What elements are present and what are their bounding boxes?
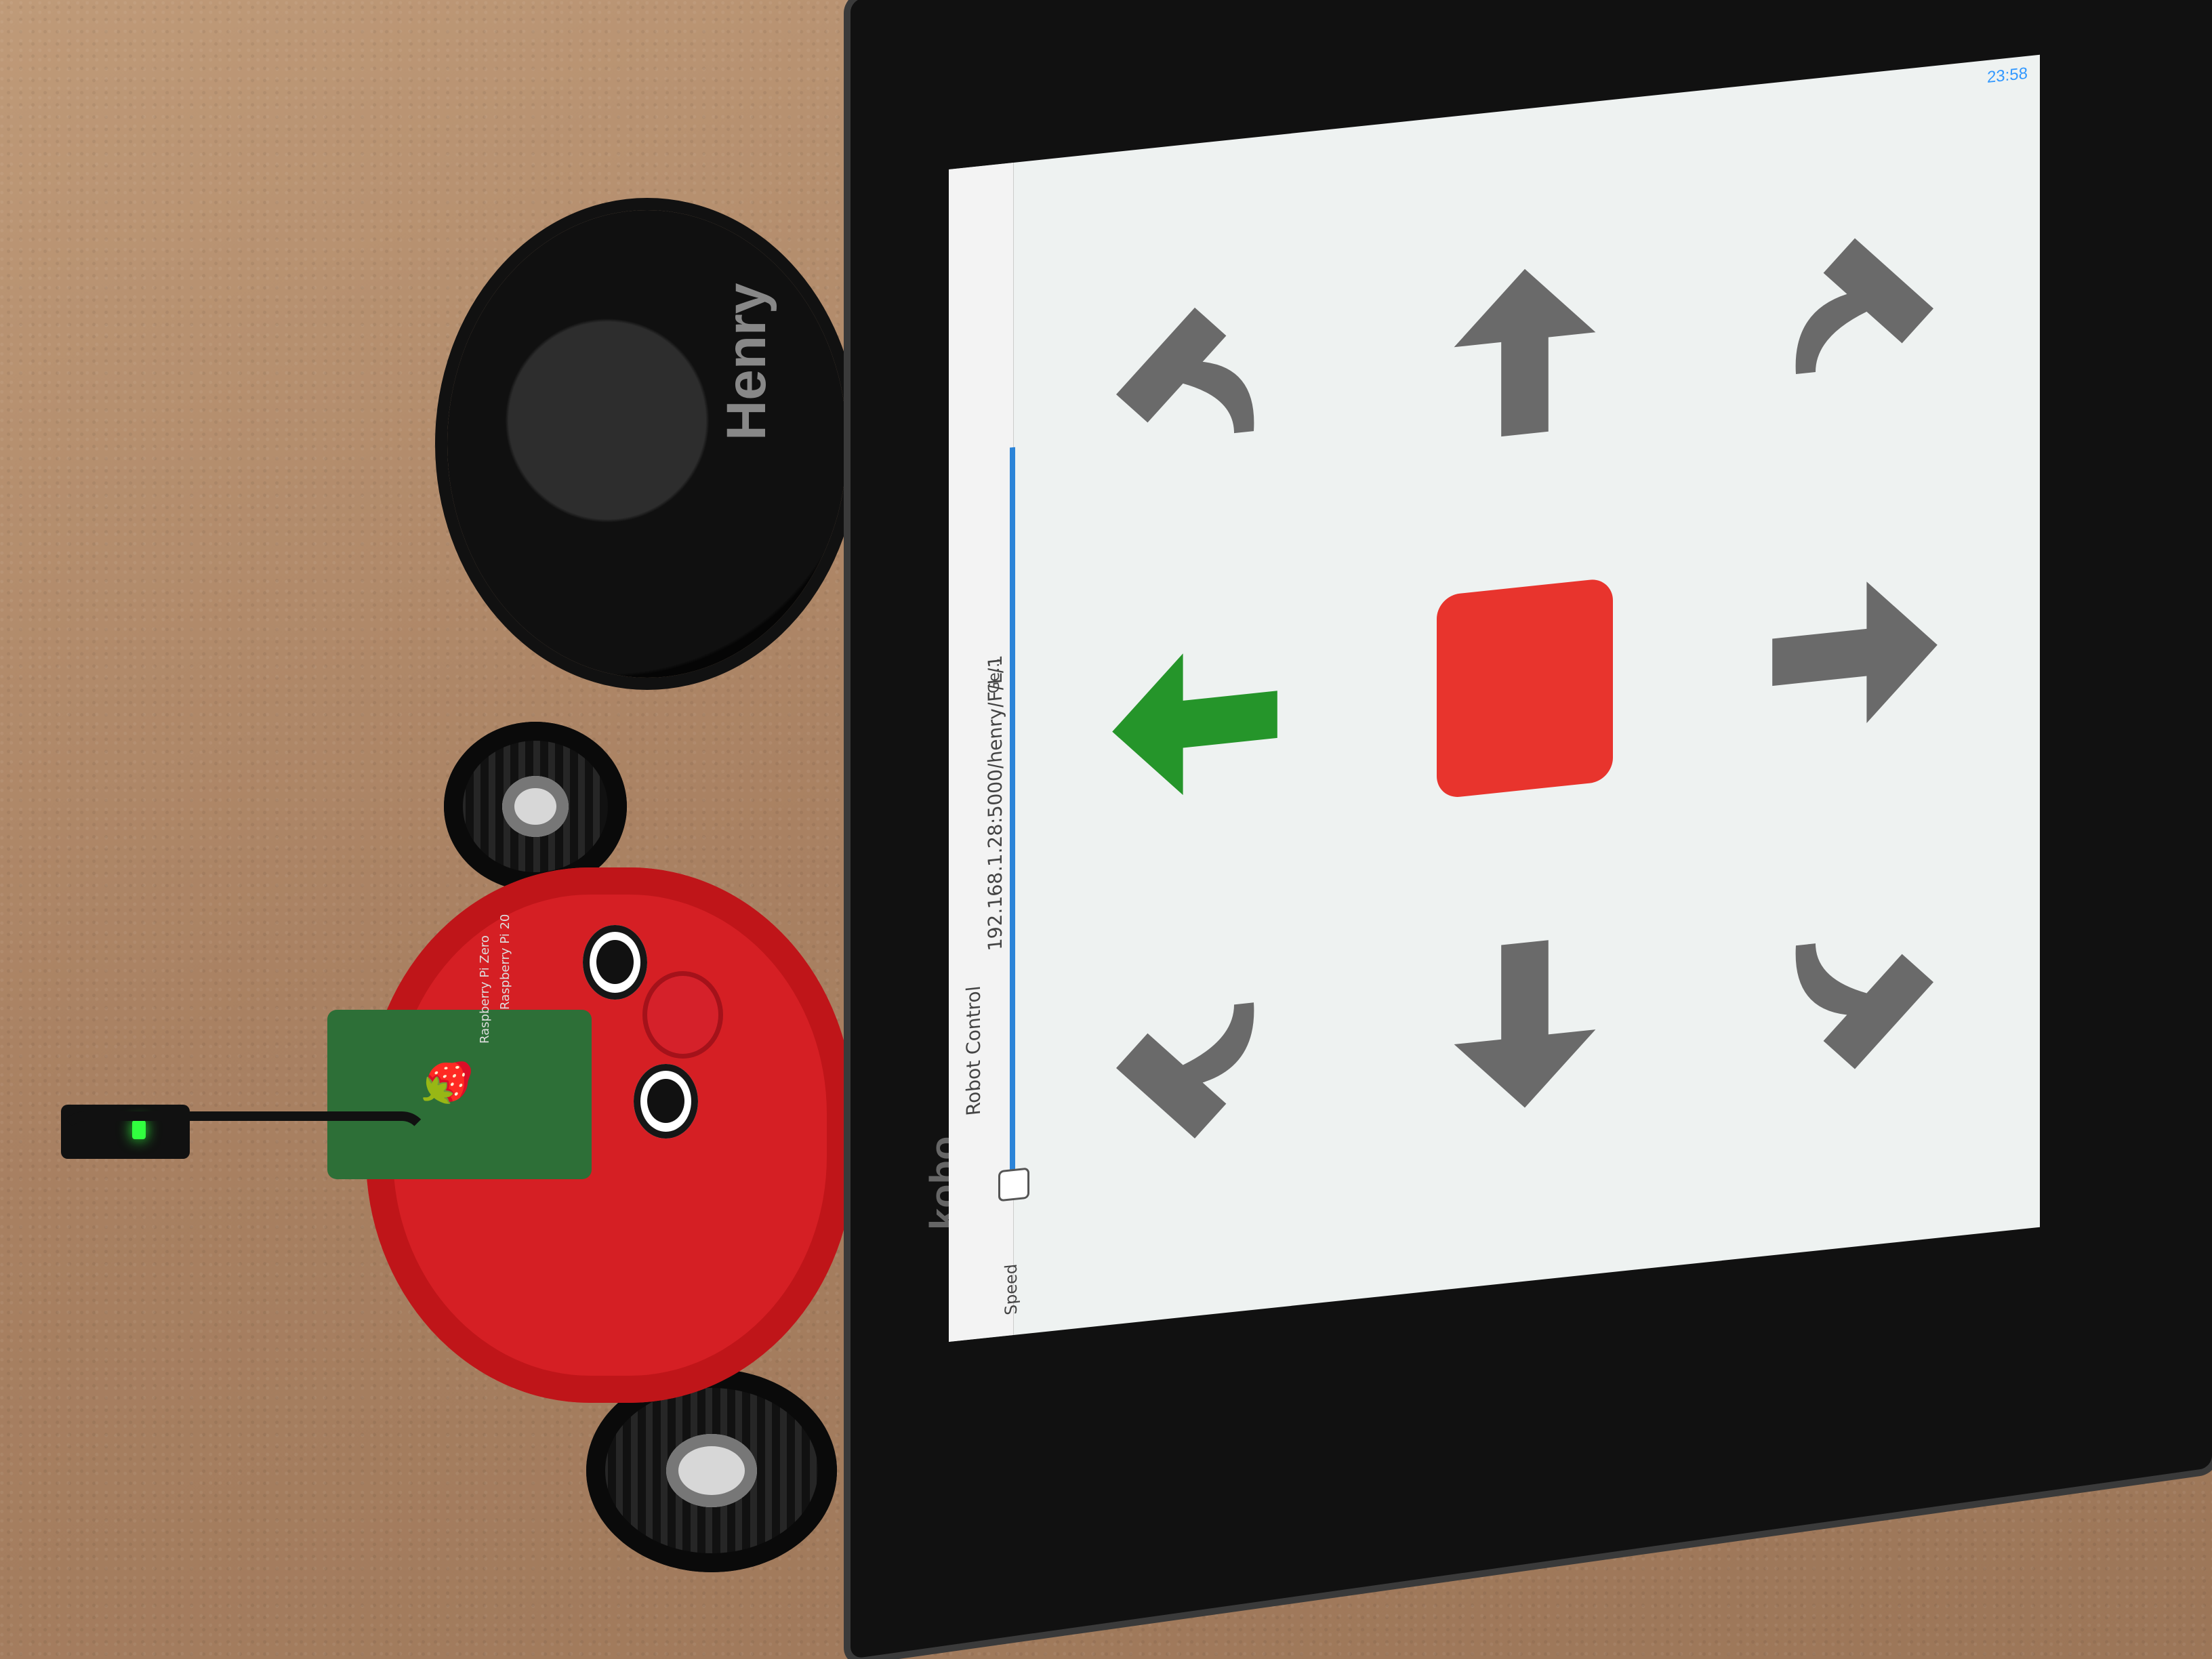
- robot-upper-eye: [583, 925, 647, 1000]
- stop-button[interactable]: [1380, 525, 1670, 852]
- down-arrow-icon: [1454, 939, 1596, 1108]
- raspberry-logo-icon: 🍓: [422, 1055, 473, 1110]
- raspberry-pi-board-sub-label: Raspberry Pi 20: [498, 914, 512, 1010]
- curved-back-left-arrow-icon: [1116, 1002, 1254, 1139]
- robot-control-grid: [1050, 154, 1999, 1223]
- speed-label: Speed: [1002, 1263, 1021, 1316]
- forward-right-button[interactable]: [1710, 154, 1999, 480]
- browser-toolbar: Robot Control 192.168.1.28:5000/henry/F/…: [949, 162, 1029, 1342]
- bottom-wheel: [586, 1369, 837, 1572]
- up-arrow-icon: [1454, 269, 1596, 437]
- left-arrow-icon: [1112, 653, 1278, 796]
- power-led-icon: [132, 1120, 146, 1139]
- top-wheel-hub: [502, 776, 569, 837]
- status-time: 23:58: [1986, 64, 2028, 87]
- robot-upper-pupil: [596, 940, 634, 984]
- tablet-screen: Robot Control 192.168.1.28:5000/henry/F/…: [949, 54, 2040, 1342]
- back-button[interactable]: [1380, 862, 1670, 1189]
- henry-lid: [447, 210, 847, 678]
- speed-slider-knob[interactable]: [998, 1167, 1029, 1202]
- raspberry-pi-board: [327, 1010, 592, 1179]
- browser-tab-title[interactable]: Robot Control: [962, 985, 985, 1117]
- robot-lower-pupil: [647, 1079, 684, 1123]
- speed-slider-track[interactable]: [1010, 447, 1015, 1173]
- raspberry-pi-board-label: Raspberry Pi Zero: [478, 935, 492, 1044]
- stop-square-icon: [1436, 577, 1613, 800]
- forward-left-button[interactable]: [1050, 223, 1340, 549]
- curved-forward-right-arrow-icon: [1795, 238, 1933, 375]
- browser-menu-label[interactable]: Ge...: [986, 657, 1003, 695]
- top-wheel: [444, 722, 627, 891]
- usb-cable: [58, 1111, 429, 1266]
- left-button[interactable]: [1050, 560, 1340, 886]
- robot-lower-eye: [634, 1064, 698, 1139]
- back-left-button[interactable]: [1050, 897, 1340, 1223]
- browser-url[interactable]: 192.168.1.28:5000/henry/F/L/1: [984, 654, 1006, 952]
- curved-forward-left-arrow-icon: [1116, 308, 1254, 434]
- henry-lid-label: Henry: [716, 283, 777, 441]
- forward-button[interactable]: [1380, 188, 1670, 515]
- curved-back-right-arrow-icon: [1795, 943, 1933, 1069]
- right-arrow-icon: [1771, 581, 1938, 724]
- right-button[interactable]: [1710, 491, 1999, 817]
- robot-nose-knob: [647, 976, 718, 1054]
- back-right-button[interactable]: [1710, 827, 1999, 1153]
- bottom-wheel-hub: [666, 1434, 757, 1507]
